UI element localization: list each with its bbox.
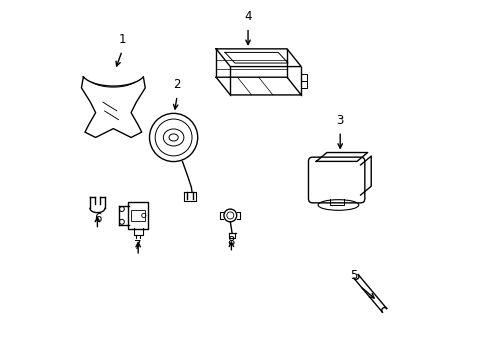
Text: 1: 1 bbox=[118, 33, 126, 46]
Text: 6: 6 bbox=[94, 212, 101, 225]
Text: 4: 4 bbox=[244, 10, 251, 23]
Text: 3: 3 bbox=[336, 114, 343, 127]
Text: 8: 8 bbox=[227, 235, 235, 248]
Text: 7: 7 bbox=[134, 239, 142, 252]
Text: 2: 2 bbox=[173, 78, 181, 91]
Text: 5: 5 bbox=[350, 269, 357, 282]
